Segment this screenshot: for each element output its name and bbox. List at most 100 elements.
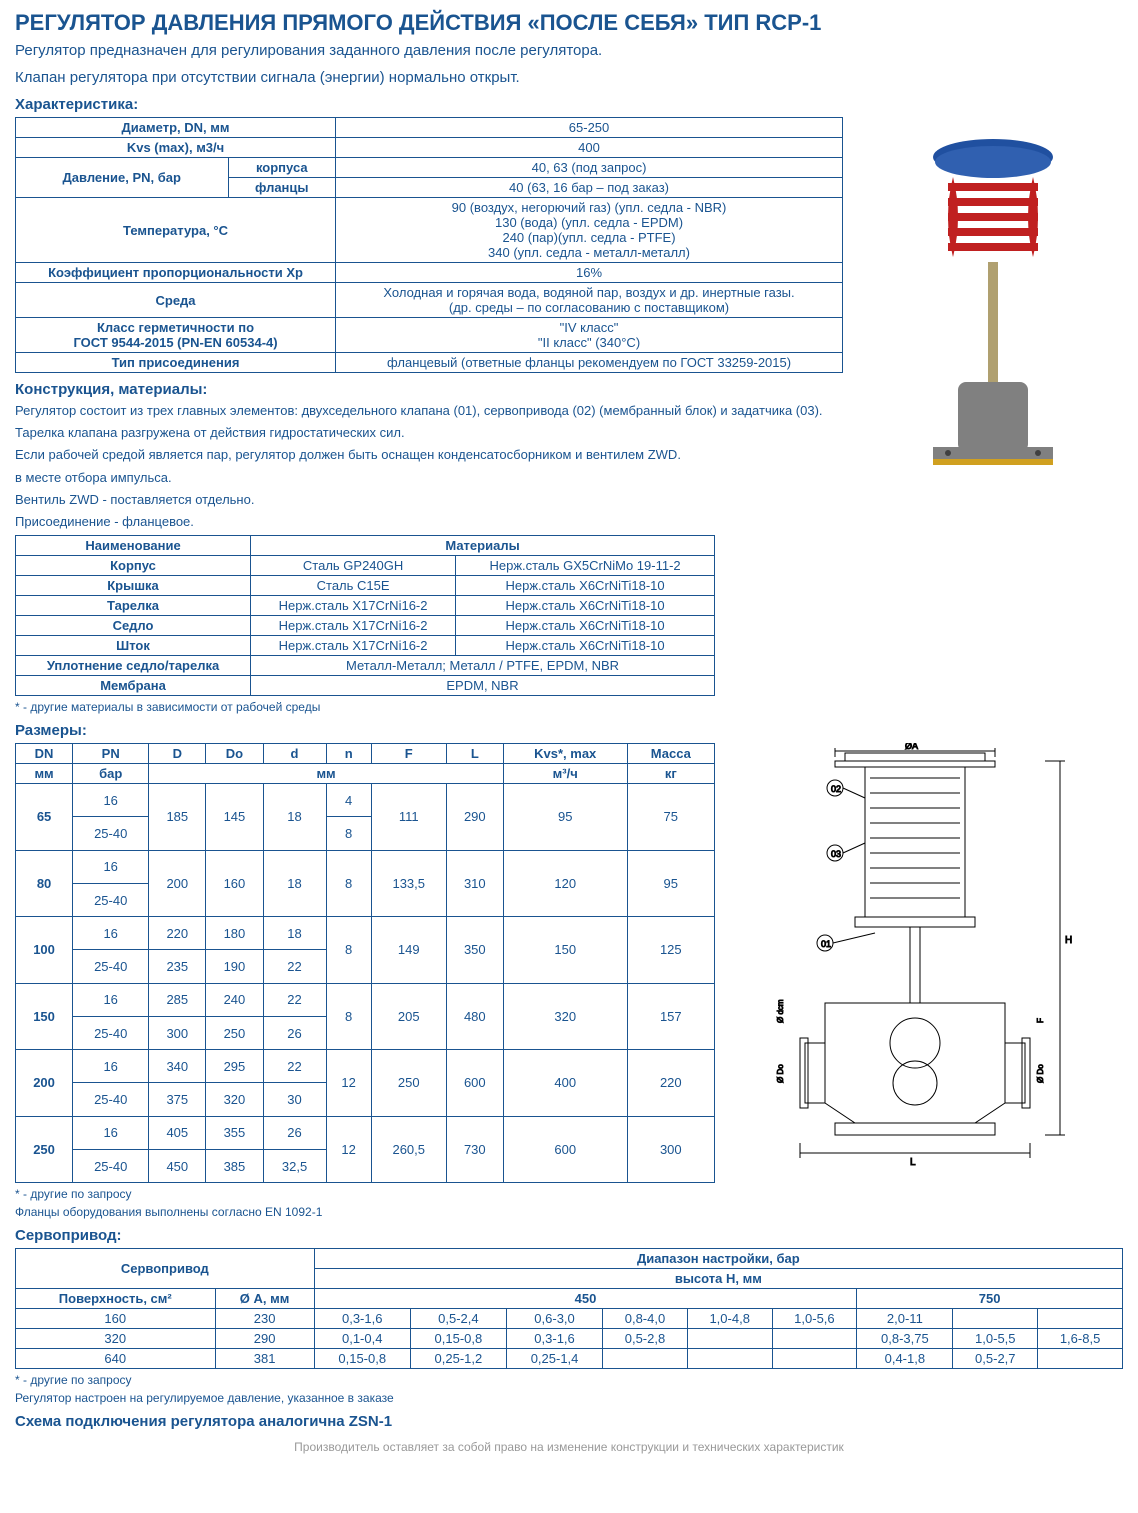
mat-value: Сталь С15E [251,576,456,596]
dims-cell: 157 [627,983,714,1050]
dims-cell: 16 [73,850,149,883]
dims-unit: м³/ч [503,764,627,784]
dims-header: PN [73,744,149,764]
dims-cell: 295 [206,1050,263,1083]
servo-header: Сервопривод [16,1249,315,1289]
dims-cell: 235 [149,950,206,983]
dims-cell: 111 [371,784,446,851]
servo-cell: 2,0-11 [857,1309,953,1329]
dims-cell: 400 [503,1050,627,1117]
servo-table: Сервопривод Диапазон настройки, бар высо… [15,1248,1123,1369]
servo-cell: 1,0-5,6 [772,1309,857,1329]
dims-cell: 205 [371,983,446,1050]
char-label: Тип присоединения [16,353,336,373]
dims-cell: 95 [627,850,714,917]
svg-text:F: F [1036,1018,1045,1023]
dims-header: DN [16,744,73,764]
mat-value: Нерж.сталь X6CrNiTi18-10 [456,616,715,636]
mat-label: Мембрана [16,676,251,696]
dims-unit: кг [627,764,714,784]
mat-value: Нерж.сталь X6CrNiTi18-10 [456,576,715,596]
dims-dn: 250 [16,1116,73,1183]
dims-cell: 12 [326,1050,371,1117]
materials-note: * - другие материалы в зависимости от ра… [15,700,1123,714]
dims-cell: 120 [503,850,627,917]
dims-cell: 25-40 [73,817,149,850]
dims-cell: 22 [263,983,326,1016]
construction-line: Регулятор состоит из трех главных элемен… [15,402,843,420]
dims-cell: 18 [263,917,326,950]
servo-cell [772,1329,857,1349]
dims-cell: 75 [627,784,714,851]
dims-cell: 145 [206,784,263,851]
construction-line: Если рабочей средой является пар, регуля… [15,446,843,464]
mat-label: Крышка [16,576,251,596]
dims-cell: 8 [326,850,371,917]
dims-cell: 220 [149,917,206,950]
servo-cell [953,1309,1038,1329]
servo-cell [687,1329,772,1349]
char-label: Kvs (max), м3/ч [16,138,336,158]
char-label: Диаметр, DN, мм [16,118,336,138]
dims-unit: мм [149,764,504,784]
dims-cell: 16 [73,983,149,1016]
page-title: РЕГУЛЯТОР ДАВЛЕНИЯ ПРЯМОГО ДЕЙСТВИЯ «ПОС… [15,10,1123,36]
dims-header: d [263,744,326,764]
dims-cell: 125 [627,917,714,984]
servo-cell: 1,0-5,5 [953,1329,1038,1349]
dims-header: Масса [627,744,714,764]
construction-line: Присоединение - фланцевое. [15,513,843,531]
servo-cell: 0,25-1,2 [410,1349,506,1369]
dims-header: D [149,744,206,764]
dims-cell: 220 [627,1050,714,1117]
dims-dn: 65 [16,784,73,851]
dims-cell: 250 [206,1016,263,1049]
dims-cell: 25-40 [73,1083,149,1116]
dims-cell: 240 [206,983,263,1016]
dims-dn: 100 [16,917,73,984]
mat-header: Материалы [251,536,715,556]
servo-cell: 0,6-3,0 [506,1309,602,1329]
char-value: фланцевый (ответные фланцы рекомендуем п… [336,353,843,373]
dims-cell: 18 [263,850,326,917]
construction-line: Вентиль ZWD - поставляется отдельно. [15,491,843,509]
mat-value: Нерж.сталь X6CrNiTi18-10 [456,636,715,656]
mat-header: Наименование [16,536,251,556]
valve-photo [903,127,1083,507]
servo-sublabel: Поверхность, см² [16,1289,216,1309]
servo-cell: 1,0-4,8 [687,1309,772,1329]
char-sublabel: корпуса [228,158,336,178]
dims-cell: 12 [326,1116,371,1183]
servo-note-2: Регулятор настроен на регулируемое давле… [15,1391,1123,1405]
technical-drawing: ØA H L 02 03 01 Ø dcm Ø Do Ø Do F [735,743,1095,1183]
dims-cell: 600 [446,1050,503,1117]
servo-cell: 1,6-8,5 [1038,1329,1123,1349]
servo-cell: 0,3-1,6 [506,1329,602,1349]
servo-cell: 0,8-3,75 [857,1329,953,1349]
svg-text:Ø Do: Ø Do [776,1064,785,1083]
mat-label: Седло [16,616,251,636]
dims-header: n [326,744,371,764]
servo-height: 450 [314,1289,857,1309]
char-label: Давление, PN, бар [16,158,229,198]
dims-cell: 320 [206,1083,263,1116]
dims-header: L [446,744,503,764]
dims-cell: 18 [263,784,326,851]
mat-value: EPDM, NBR [251,676,715,696]
dims-header: F [371,744,446,764]
dims-cell: 8 [326,817,371,850]
section-dimensions: Размеры: [15,722,1123,739]
servo-cell [772,1349,857,1369]
dims-cell: 260,5 [371,1116,446,1183]
servo-cell: 0,15-0,8 [410,1329,506,1349]
dims-note-1: * - другие по запросу [15,1187,1123,1201]
materials-table: НаименованиеМатериалы КорпусСталь GP240G… [15,535,715,696]
servo-cell: 0,5-2,8 [603,1329,688,1349]
dims-cell: 133,5 [371,850,446,917]
dims-cell: 375 [149,1083,206,1116]
dims-cell: 405 [149,1116,206,1149]
subtitle-line-2: Клапан регулятора при отсутствии сигнала… [15,67,1123,88]
char-value: 16% [336,263,843,283]
servo-cell: 320 [16,1329,216,1349]
dims-cell: 25-40 [73,1149,149,1182]
